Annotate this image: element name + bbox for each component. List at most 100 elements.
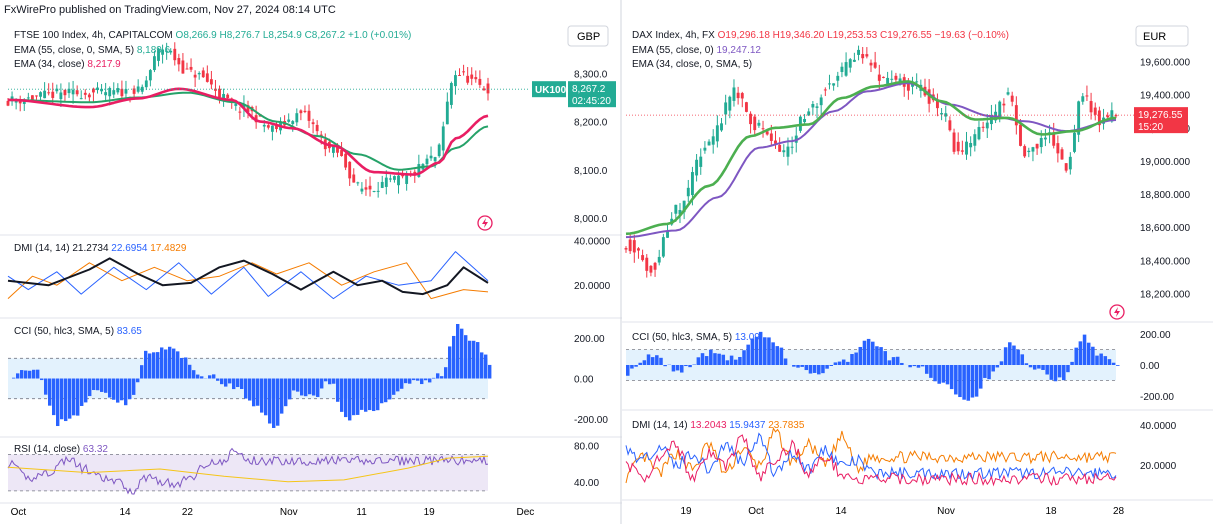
price-legend-part: L19,253.53 <box>827 30 880 41</box>
cci-bar <box>754 336 759 365</box>
lightning-icon-bolt <box>482 218 488 228</box>
candle-body <box>877 74 881 81</box>
cci-bar <box>1024 363 1029 365</box>
candle-body <box>803 118 807 123</box>
price-legend-part: C19,276.55 <box>880 30 935 41</box>
cci-bar <box>56 378 60 427</box>
x-tick-label: Nov <box>280 507 298 518</box>
candle <box>1006 87 1010 96</box>
cci-bar <box>999 361 1004 365</box>
candle-body <box>873 62 877 68</box>
candle <box>1010 91 1014 107</box>
candle-body <box>890 78 894 80</box>
cci-bar <box>464 335 468 379</box>
candle <box>1060 147 1064 160</box>
candle <box>815 102 819 119</box>
dmi-legend-part: 15.9437 <box>729 420 768 431</box>
candle <box>840 62 844 78</box>
candle <box>189 58 193 73</box>
candle <box>728 95 732 119</box>
candle <box>869 59 873 72</box>
candle-body <box>948 120 952 131</box>
rsi-legend-part: 63.32 <box>83 444 108 455</box>
cci-bar <box>833 362 838 365</box>
candle-body <box>75 90 79 95</box>
candle-body <box>209 79 213 85</box>
candle-body <box>238 111 242 113</box>
candle-body <box>96 87 99 91</box>
ema-55-line <box>8 91 489 171</box>
candle-body <box>222 93 226 99</box>
candle-body <box>242 104 246 109</box>
candle <box>287 113 291 123</box>
candle-body <box>774 140 777 144</box>
candle <box>956 132 960 155</box>
cci-bar <box>292 378 296 391</box>
candle <box>873 51 877 69</box>
candle <box>778 137 782 152</box>
price-tag-time: 15:20 <box>1138 122 1163 133</box>
candle <box>823 87 827 97</box>
cci-bar <box>895 356 900 365</box>
candle <box>295 108 299 126</box>
candle <box>372 190 376 193</box>
candle-body <box>1081 96 1085 102</box>
candle <box>1077 100 1081 143</box>
cci-bar <box>352 378 356 416</box>
price-legend-part: O8,266.9 <box>176 30 220 41</box>
candle <box>948 116 952 132</box>
cci-bar <box>264 378 268 416</box>
candle <box>181 53 185 74</box>
candle <box>649 265 653 277</box>
candle <box>707 139 711 146</box>
candle <box>222 88 226 107</box>
left-chart-ftse[interactable]: GBP 8,300.0 8,200.0 8,100.0 8,000.0 UK100 8,26… <box>0 0 622 524</box>
candle-body <box>703 147 707 151</box>
dmi-legend-part: 23.7835 <box>768 420 805 431</box>
cci-bar <box>252 378 256 407</box>
cci-bar <box>328 378 332 385</box>
right-chart-dax[interactable]: EUR19,600.00019,400.00019,200.00019,000.… <box>622 0 1213 524</box>
candle-body <box>14 100 18 103</box>
candle-body <box>1019 124 1022 146</box>
price-legend-part: +1.0 (+0.01%) <box>348 30 411 41</box>
cci-bar <box>1020 354 1025 365</box>
cci-bar <box>933 365 937 382</box>
candle-body <box>352 174 356 183</box>
cci-bar <box>655 355 659 365</box>
candle-body <box>6 100 10 106</box>
ema55-legend-part: 19,247.12 <box>716 45 761 56</box>
ema34-legend-part: EMA (34, close, 0, SMA, 5) <box>632 59 752 70</box>
cci-bar <box>16 373 20 379</box>
candle <box>83 89 87 100</box>
candle-body <box>1031 147 1035 152</box>
candle-body <box>311 122 315 125</box>
candle <box>380 175 384 189</box>
candle <box>861 46 865 64</box>
cci-bar <box>324 378 328 382</box>
candle-body <box>690 172 694 196</box>
cci-bar <box>336 378 340 402</box>
candle <box>205 65 209 83</box>
cci-bar <box>364 378 368 412</box>
cci-bar <box>675 365 680 371</box>
ema55-legend-part: 8,189.6 <box>137 45 171 56</box>
cci-bar <box>974 365 979 397</box>
candle-body <box>724 102 728 115</box>
candle-body <box>632 240 636 253</box>
candle <box>165 42 169 60</box>
candle-body <box>193 74 197 78</box>
candle-body <box>466 75 470 83</box>
ema55-legend-part: EMA (55, close, 0) <box>632 45 716 56</box>
cci-bar <box>958 365 962 398</box>
candle <box>59 83 63 107</box>
cci-bar <box>924 365 929 374</box>
cci-bar <box>949 365 954 390</box>
candle-body <box>405 175 409 184</box>
candle <box>470 67 474 86</box>
candle <box>112 82 116 99</box>
candle-body <box>628 239 632 252</box>
candle-body <box>185 68 189 70</box>
candle <box>1027 147 1031 158</box>
candle-body <box>898 78 902 82</box>
